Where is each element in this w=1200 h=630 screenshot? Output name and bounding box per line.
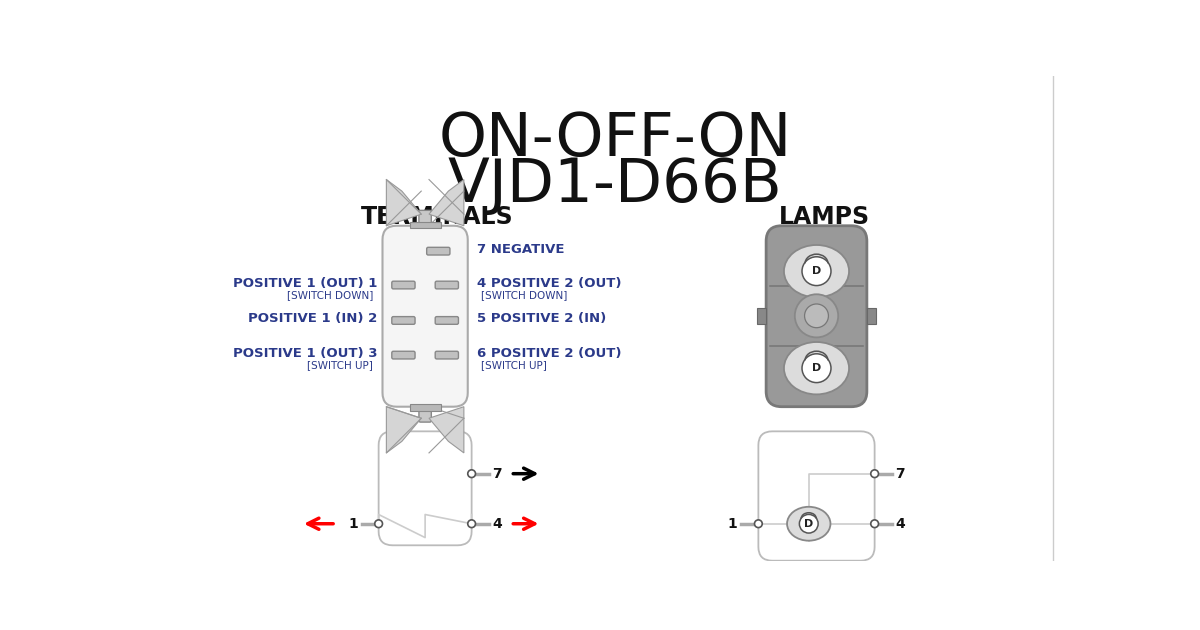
Text: 7: 7	[492, 467, 502, 481]
Text: ON-OFF-ON: ON-OFF-ON	[438, 110, 792, 169]
Text: 7 NEGATIVE: 7 NEGATIVE	[478, 243, 564, 256]
FancyBboxPatch shape	[766, 226, 866, 407]
FancyBboxPatch shape	[427, 248, 450, 255]
FancyBboxPatch shape	[419, 210, 431, 226]
Ellipse shape	[784, 245, 850, 297]
Text: LAMPS: LAMPS	[779, 205, 870, 229]
Text: D: D	[812, 266, 821, 276]
Ellipse shape	[784, 342, 850, 394]
Circle shape	[794, 294, 839, 338]
Text: D: D	[804, 518, 814, 529]
Circle shape	[468, 520, 475, 527]
Text: POSITIVE 1 (OUT) 3: POSITIVE 1 (OUT) 3	[233, 347, 377, 360]
Text: 7: 7	[895, 467, 905, 481]
Circle shape	[871, 520, 878, 527]
Text: 4: 4	[895, 517, 905, 530]
Text: 1: 1	[348, 517, 358, 530]
Circle shape	[374, 520, 383, 527]
FancyBboxPatch shape	[391, 317, 415, 324]
Text: POSITIVE 1 (OUT) 1: POSITIVE 1 (OUT) 1	[233, 277, 377, 290]
Bar	[757, 308, 766, 324]
FancyBboxPatch shape	[436, 281, 458, 289]
Circle shape	[799, 515, 818, 533]
FancyBboxPatch shape	[758, 432, 875, 561]
FancyBboxPatch shape	[436, 317, 458, 324]
FancyBboxPatch shape	[436, 352, 458, 359]
FancyBboxPatch shape	[391, 281, 415, 289]
FancyBboxPatch shape	[383, 226, 468, 407]
Polygon shape	[430, 180, 464, 226]
Polygon shape	[430, 407, 464, 453]
Text: 4 POSITIVE 2 (OUT): 4 POSITIVE 2 (OUT)	[478, 277, 622, 290]
Text: [SWITCH DOWN]: [SWITCH DOWN]	[287, 290, 373, 300]
Text: 4: 4	[492, 517, 503, 530]
Bar	[409, 222, 440, 228]
Text: [SWITCH UP]: [SWITCH UP]	[307, 360, 373, 370]
Circle shape	[802, 354, 830, 382]
Circle shape	[468, 470, 475, 478]
Circle shape	[755, 520, 762, 527]
Text: 1: 1	[727, 517, 738, 530]
Text: 5 POSITIVE 2 (IN): 5 POSITIVE 2 (IN)	[478, 312, 606, 326]
Text: [SWITCH DOWN]: [SWITCH DOWN]	[481, 290, 568, 300]
Polygon shape	[386, 180, 421, 226]
Bar	[409, 404, 440, 411]
Polygon shape	[386, 407, 421, 453]
Text: POSITIVE 1 (IN) 2: POSITIVE 1 (IN) 2	[248, 312, 377, 326]
Ellipse shape	[787, 507, 830, 541]
Text: [SWITCH UP]: [SWITCH UP]	[481, 360, 547, 370]
Circle shape	[802, 257, 830, 285]
FancyBboxPatch shape	[419, 407, 431, 422]
Circle shape	[871, 470, 878, 478]
FancyBboxPatch shape	[391, 352, 415, 359]
Bar	[866, 308, 876, 324]
Text: VJD1-D66B: VJD1-D66B	[448, 156, 782, 215]
Text: TERMINALS: TERMINALS	[360, 205, 514, 229]
FancyBboxPatch shape	[379, 432, 472, 546]
Circle shape	[804, 304, 828, 328]
Text: 6 POSITIVE 2 (OUT): 6 POSITIVE 2 (OUT)	[478, 347, 622, 360]
Text: D: D	[812, 364, 821, 373]
